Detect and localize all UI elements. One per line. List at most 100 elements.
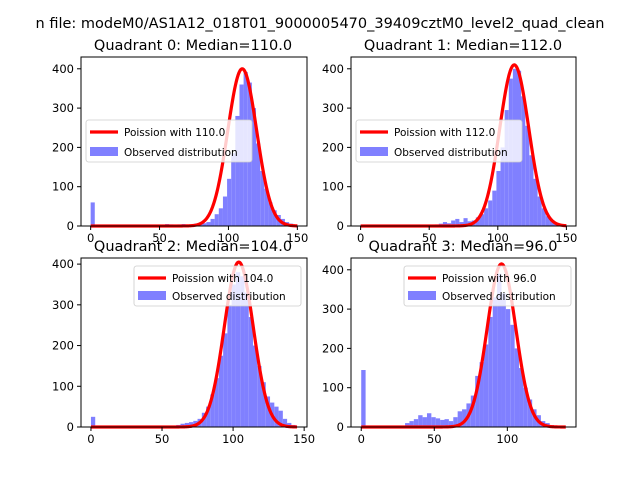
quadrant-2-ytick-label-200: 200 — [52, 339, 74, 353]
quadrant-2-ytick-label-400: 400 — [52, 257, 74, 271]
quadrant-0-bar-10 — [202, 223, 207, 226]
quadrant-3-legend-bar-label: Observed distribution — [442, 291, 556, 303]
quadrant-3-bar-8 — [435, 418, 441, 427]
quadrant-1-ytick-label-100: 100 — [322, 180, 344, 194]
quadrant-1-bar-16 — [496, 170, 501, 226]
quadrant-0-bar-17 — [231, 153, 236, 226]
quadrant-2-bar-11 — [214, 378, 219, 427]
quadrant-2-bar-17 — [240, 276, 245, 427]
quadrant-2-bar-16 — [235, 272, 241, 427]
quadrant-1-bar-14 — [488, 200, 493, 226]
quadrant-2-xtick-label-0: 0 — [87, 432, 94, 446]
quadrant-3-bar-14 — [462, 409, 467, 427]
quadrant-2-bar-0 — [90, 416, 96, 427]
quadrant-1-bar-27 — [541, 208, 546, 226]
quadrant-3-bar-5 — [422, 417, 427, 427]
quadrant-1-bar-23 — [525, 125, 530, 226]
quadrant-2-bar-26 — [278, 410, 283, 427]
quadrant-2-legend-bar-label: Observed distribution — [172, 291, 286, 303]
quadrant-0-bar-23 — [256, 143, 261, 226]
quadrant-0-bar-12 — [210, 218, 215, 226]
quadrant-3-bar-3 — [413, 419, 419, 427]
quadrant-3-bar-1 — [405, 423, 410, 427]
quadrant-1-bar-3 — [442, 222, 448, 226]
quadrant-2-ytick-label-100: 100 — [52, 379, 74, 393]
quadrant-1-ytick-label-0: 0 — [337, 219, 344, 233]
quadrant-3-legend-line-label: Poission with 96.0 — [442, 273, 537, 285]
quadrant-0-bar-16 — [227, 178, 232, 226]
quadrant-2-bar-9 — [206, 406, 211, 427]
quadrant-2-bar-15 — [231, 284, 236, 427]
quadrant-3-bar-9 — [440, 419, 445, 427]
quadrant-1-bar-13 — [484, 208, 489, 226]
quadrant-0-bar-22 — [251, 108, 257, 226]
quadrant-3-bar-11 — [448, 421, 454, 427]
figure-suptitle: n file: modeM0/AS1A12_018T01_9000005470_… — [36, 16, 605, 32]
quadrant-3-bar-25 — [510, 324, 515, 427]
quadrant-1-legend-line-label: Poission with 112.0 — [394, 127, 495, 139]
quadrant-1-bar-11 — [475, 217, 480, 226]
quadrant-1-bar-28 — [545, 216, 550, 226]
quadrant-3-ytick-label-0: 0 — [337, 420, 344, 434]
quadrant-1-bar-25 — [533, 178, 538, 226]
quadrant-0-xtick-label-100: 100 — [217, 231, 239, 245]
quadrant-1-axes-frame — [350, 56, 577, 227]
quadrant-1-bar-29 — [549, 220, 555, 226]
quadrant-0-ytick-label-200: 200 — [52, 140, 74, 154]
quadrant-2-bar-23 — [265, 396, 271, 427]
quadrant-1-legend: Poission with 112.0 Observed distributio… — [355, 119, 523, 163]
quadrant-1-xtick-label-0: 0 — [357, 231, 364, 245]
quadrant-3-bar-27 — [519, 368, 524, 427]
quadrant-3-legend-bar-swatch — [408, 291, 436, 300]
quadrant-0-axes: 0 50 100 150 0 100 200 300 400 — [52, 56, 308, 245]
quadrant-3-ytick-label-200: 200 — [322, 341, 344, 355]
quadrant-2-bar-20 — [252, 345, 258, 427]
quadrant-3-bar-28 — [523, 387, 528, 427]
quadrant-3-bar-19 — [483, 344, 489, 427]
quadrant-1-bar-26 — [537, 196, 542, 226]
quadrant-0-bar-15 — [222, 196, 228, 226]
quadrant-1-bar-17 — [500, 147, 505, 226]
quadrant-2-bar-12 — [218, 355, 224, 427]
quadrant-2-bar-19 — [248, 317, 253, 427]
quadrant-0-xtick-label-0: 0 — [87, 231, 94, 245]
quadrant-1-panel: Quadrant 1: Median=112.0 0 50 100 150 0 100 20… — [322, 38, 577, 245]
quadrant-2-bar-21 — [257, 365, 262, 427]
quadrant-0-bar-26 — [268, 202, 273, 226]
quadrant-0-legend: Poission with 110.0 Observed distributio… — [85, 119, 253, 163]
quadrant-0-bar-14 — [218, 208, 223, 226]
quadrant-0-bar-11 — [206, 222, 211, 226]
quadrant-3-bar-4 — [418, 415, 423, 427]
quadrant-3-bar-6 — [426, 413, 432, 427]
quadrant-2-bar-28 — [287, 422, 292, 427]
quadrant-3-bar-12 — [453, 417, 458, 427]
quadrant-0-bar-24 — [260, 170, 265, 226]
quadrant-1-legend-box — [355, 119, 523, 163]
quadrant-3-title: Quadrant 3: Median=96.0 — [369, 239, 558, 255]
quadrant-2-legend-line-label: Poission with 104.0 — [172, 273, 273, 285]
quadrant-3-bar-0 — [361, 370, 366, 427]
quadrant-2-bar-18 — [244, 292, 249, 427]
quadrant-2-legend: Poission with 104.0 Observed distributio… — [133, 265, 302, 307]
quadrant-2-panel: Quadrant 2: Median=104.0 0 50 100 150 0 100 20… — [52, 239, 315, 446]
quadrant-3-bar-10 — [444, 419, 449, 427]
quadrant-0-bar-27 — [272, 210, 277, 226]
quadrant-3-bar-26 — [514, 348, 520, 427]
quadrant-3-legend-box — [403, 265, 572, 307]
quadrant-1-xtick-label-100: 100 — [487, 231, 509, 245]
quadrant-2-legend-box — [133, 265, 302, 307]
quadrant-1-ytick-label-400: 400 — [322, 62, 344, 76]
quadrant-3-axes-frame — [350, 257, 577, 428]
quadrant-3-ytick-label-300: 300 — [322, 302, 344, 316]
quadrant-2-bar-13 — [223, 333, 228, 427]
quadrant-2-bar-10 — [210, 394, 215, 427]
quadrant-0-ytick-label-100: 100 — [52, 180, 74, 194]
quadrant-2-xtick-label-100: 100 — [222, 432, 244, 446]
quadrant-1-legend-bar-label: Observed distribution — [394, 147, 508, 159]
quadrant-0-title: Quadrant 0: Median=110.0 — [94, 38, 292, 54]
quadrant-0-ytick-label-300: 300 — [52, 101, 74, 115]
quadrant-3-bar-7 — [431, 417, 436, 427]
quadrant-3-ytick-label-100: 100 — [322, 381, 344, 395]
quadrant-0-xtick-label-150: 150 — [286, 231, 308, 245]
